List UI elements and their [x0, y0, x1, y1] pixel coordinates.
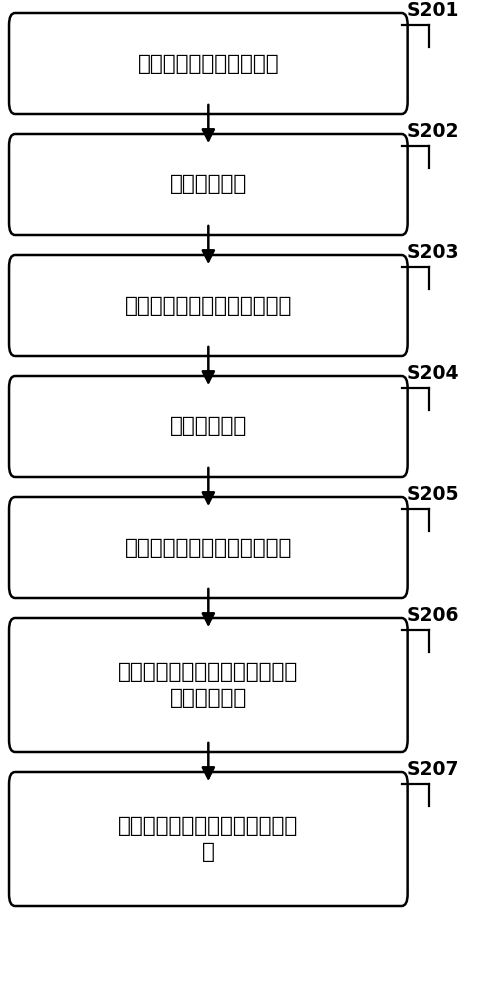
FancyBboxPatch shape	[9, 376, 407, 477]
FancyBboxPatch shape	[9, 618, 407, 752]
Text: 选择辅助、泵浦激光波长: 选择辅助、泵浦激光波长	[137, 53, 279, 74]
Text: S201: S201	[406, 1, 458, 20]
Text: 向光学微腔耦合输入泵浦激光: 向光学微腔耦合输入泵浦激光	[124, 538, 292, 558]
Text: 向光学微腔耦合输入辅助激光: 向光学微腔耦合输入辅助激光	[124, 296, 292, 316]
Text: S202: S202	[406, 122, 458, 141]
Text: 产生泵浦激光: 产生泵浦激光	[169, 416, 246, 436]
FancyBboxPatch shape	[9, 772, 407, 906]
FancyBboxPatch shape	[9, 13, 407, 114]
Text: 保持辅助激光波长和功率，扫描
泵浦激光波长: 保持辅助激光波长和功率，扫描 泵浦激光波长	[118, 662, 298, 708]
Text: S205: S205	[406, 485, 458, 504]
Text: S206: S206	[406, 606, 458, 625]
Text: S204: S204	[406, 364, 458, 383]
FancyBboxPatch shape	[9, 497, 407, 598]
Text: S203: S203	[406, 243, 458, 262]
FancyBboxPatch shape	[9, 134, 407, 235]
Text: S207: S207	[406, 760, 458, 779]
Text: 监控克尔光梳，反馈控制辅助激
光: 监控克尔光梳，反馈控制辅助激 光	[118, 816, 298, 862]
Text: 产生辅助激光: 产生辅助激光	[169, 174, 246, 194]
FancyBboxPatch shape	[9, 255, 407, 356]
